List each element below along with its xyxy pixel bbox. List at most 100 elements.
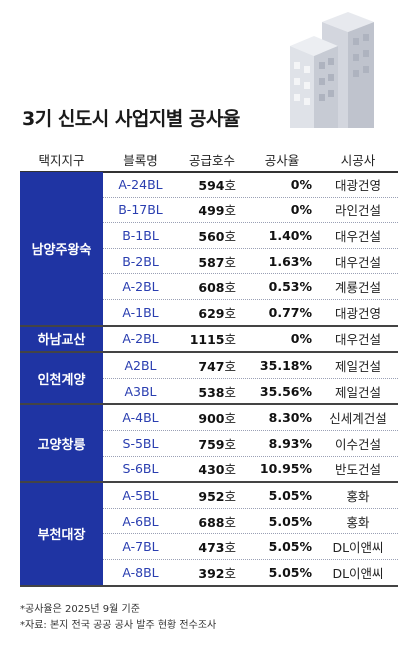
block-name: S-5BL bbox=[122, 435, 159, 451]
block-name: A-6BL bbox=[122, 513, 159, 529]
units-value: 747 bbox=[198, 358, 225, 374]
company-name: 계룡건설 bbox=[334, 280, 381, 296]
company-name: 대광건영 bbox=[334, 305, 381, 321]
units-value: 587 bbox=[198, 254, 225, 270]
company-name: 대우건설 bbox=[334, 254, 381, 270]
units-cell: 473호 bbox=[178, 537, 246, 556]
rate-value: 5.05% bbox=[268, 564, 312, 580]
district-group: 남양주왕숙 A-24BL 594호 0% 대광건영 B-17BL 499호 0% 라인건설 B-1… bbox=[20, 172, 398, 327]
block-name: A2BL bbox=[124, 357, 157, 373]
units-cell: 952호 bbox=[178, 486, 246, 505]
block-name: B-17BL bbox=[118, 202, 163, 218]
units-value: 608 bbox=[198, 280, 225, 296]
company-name: 라인건설 bbox=[334, 203, 381, 219]
units-value: 900 bbox=[198, 411, 225, 427]
units-suffix: 호 bbox=[224, 514, 236, 530]
block-name: A-7BL bbox=[122, 539, 159, 555]
units-value: 473 bbox=[198, 540, 225, 556]
district-group: 하남교산 A-2BL 1115호 0% 대우건설 bbox=[20, 326, 398, 354]
block-name: A-2BL bbox=[122, 331, 159, 347]
units-suffix: 호 bbox=[224, 462, 236, 478]
units-suffix: 호 bbox=[224, 436, 236, 452]
block-name: A-5BL bbox=[122, 487, 159, 503]
units-value: 538 bbox=[198, 384, 225, 400]
header-company: 시공사 bbox=[340, 153, 376, 168]
block-name: A3BL bbox=[124, 383, 157, 399]
company-name: 홍화 bbox=[346, 488, 370, 504]
rate-value: 0.53% bbox=[268, 279, 312, 295]
units-cell: 538호 bbox=[178, 382, 246, 401]
district-label: 인천계양 bbox=[20, 353, 103, 404]
company-name: 반도건설 bbox=[334, 462, 381, 478]
units-suffix: 호 bbox=[224, 203, 236, 219]
table-row: A-24BL 594호 0% 대광건영 bbox=[103, 172, 398, 198]
district-label: 고양창릉 bbox=[20, 405, 103, 482]
company-name: 대우건설 bbox=[334, 228, 381, 244]
units-cell: 629호 bbox=[178, 303, 246, 322]
construction-table: 남양주왕숙 A-24BL 594호 0% 대광건영 B-17BL 499호 0% 라인건설 B-1… bbox=[20, 172, 398, 587]
units-value: 629 bbox=[198, 305, 225, 321]
units-value: 430 bbox=[198, 462, 225, 478]
company-name: 신세계건설 bbox=[329, 411, 387, 427]
units-cell: 1115호 bbox=[178, 329, 246, 348]
table-row: A2BL 747호 35.18% 제일건설 bbox=[103, 353, 398, 379]
block-name: S-6BL bbox=[122, 461, 159, 477]
block-name: A-4BL bbox=[122, 410, 159, 426]
district-label: 부천대장 bbox=[20, 483, 103, 585]
units-suffix: 호 bbox=[224, 384, 236, 400]
units-value: 560 bbox=[198, 228, 225, 244]
rate-value: 8.93% bbox=[268, 435, 312, 451]
units-cell: 499호 bbox=[178, 200, 246, 219]
units-suffix: 호 bbox=[224, 488, 236, 504]
table-row: A-1BL 629호 0.77% 대광건영 bbox=[103, 300, 398, 325]
district-label: 하남교산 bbox=[20, 326, 103, 352]
units-suffix: 호 bbox=[224, 358, 236, 374]
table-row: A-7BL 473호 5.05% DL이앤씨 bbox=[103, 534, 398, 560]
units-cell: 688호 bbox=[178, 512, 246, 531]
table-row: A-4BL 900호 8.30% 신세계건설 bbox=[103, 405, 398, 431]
units-value: 688 bbox=[198, 514, 225, 530]
units-cell: 900호 bbox=[178, 408, 246, 427]
footnote-source: *자료: 본지 전국 공공 공사 발주 현황 전수조사 bbox=[20, 620, 217, 631]
company-name: DL이앤씨 bbox=[332, 565, 384, 581]
units-suffix: 호 bbox=[224, 565, 236, 581]
units-cell: 392호 bbox=[178, 563, 246, 582]
buildings-illustration bbox=[290, 12, 374, 128]
company-name: 제일건설 bbox=[334, 384, 381, 400]
company-name: 홍화 bbox=[346, 514, 370, 530]
rate-value: 35.18% bbox=[259, 357, 312, 373]
rate-value: 5.05% bbox=[268, 539, 312, 555]
units-suffix: 호 bbox=[224, 305, 236, 321]
table-header: 택지지구 블록명 공급호수 공사율 시공사 bbox=[20, 145, 398, 173]
units-cell: 594호 bbox=[178, 175, 246, 194]
table-row: A-2BL 1115호 0% 대우건설 bbox=[103, 327, 398, 352]
table-row: A-6BL 688호 5.05% 홍화 bbox=[103, 509, 398, 535]
block-name: A-24BL bbox=[118, 176, 163, 192]
rate-value: 0% bbox=[290, 331, 312, 347]
units-suffix: 호 bbox=[224, 332, 236, 348]
units-suffix: 호 bbox=[224, 254, 236, 270]
units-suffix: 호 bbox=[224, 540, 236, 556]
district-group: 부천대장 A-5BL 952호 5.05% 홍화 A-6BL 688호 5.05% 홍화 A-7B… bbox=[20, 483, 398, 587]
table-row: A-8BL 392호 5.05% DL이앤씨 bbox=[103, 560, 398, 585]
table-row: A-2BL 608호 0.53% 계룡건설 bbox=[103, 274, 398, 300]
rate-value: 10.95% bbox=[259, 461, 312, 477]
block-name: B-2BL bbox=[122, 253, 159, 269]
header-block: 블록명 bbox=[123, 153, 158, 168]
table-row: A-5BL 952호 5.05% 홍화 bbox=[103, 483, 398, 509]
units-suffix: 호 bbox=[224, 228, 236, 244]
units-cell: 608호 bbox=[178, 277, 246, 296]
table-row: A3BL 538호 35.56% 제일건설 bbox=[103, 379, 398, 404]
units-suffix: 호 bbox=[224, 411, 236, 427]
rate-value: 5.05% bbox=[268, 513, 312, 529]
rate-value: 0.77% bbox=[268, 304, 312, 320]
rate-value: 5.05% bbox=[268, 487, 312, 503]
units-value: 499 bbox=[198, 203, 225, 219]
company-name: 대우건설 bbox=[334, 332, 381, 348]
company-name: 이수건설 bbox=[334, 436, 381, 452]
table-row: B-2BL 587호 1.63% 대우건설 bbox=[103, 249, 398, 275]
units-value: 759 bbox=[198, 436, 225, 452]
header-rate: 공사율 bbox=[264, 153, 300, 168]
units-value: 594 bbox=[198, 177, 225, 193]
block-name: A-2BL bbox=[122, 279, 159, 295]
